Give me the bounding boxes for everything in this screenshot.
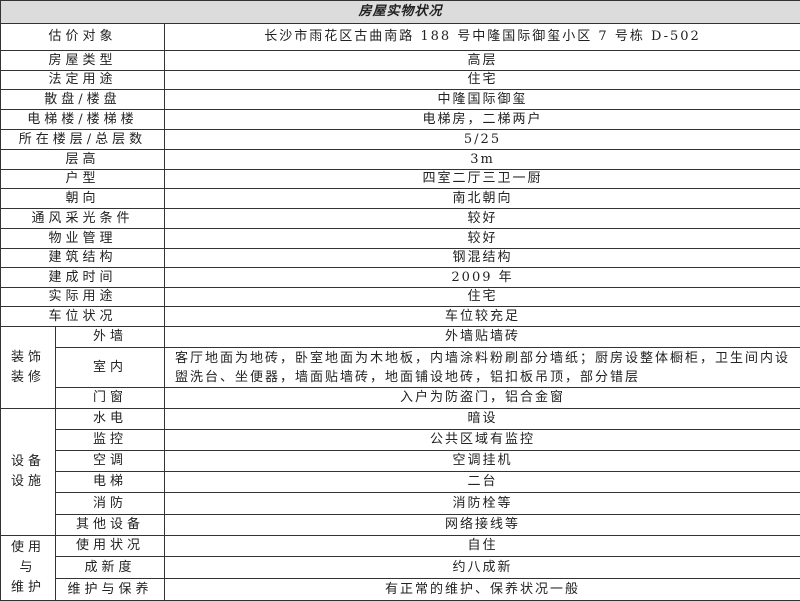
row-label: 监控 xyxy=(56,430,165,451)
table-row: 使用与维护使用与维护使用状况自住 xyxy=(1,536,800,557)
table-row: 成新度约八成新 xyxy=(1,557,800,579)
row-label: 层高 xyxy=(1,150,165,170)
row-label: 室内 xyxy=(56,348,165,388)
row-value: 有正常的维护、保养状况一般 xyxy=(165,579,800,601)
row-value: 外墙贴墙砖 xyxy=(165,327,800,348)
row-label: 建筑结构 xyxy=(1,249,165,268)
row-label: 水电 xyxy=(56,409,165,430)
row-label: 其他设备 xyxy=(56,515,165,536)
table-row: 实际用途住宅 xyxy=(1,288,800,307)
table-row: 室内客厅地面为地砖，卧室地面为木地板，内墙涂料粉刷部分墙纸；厨房设整体橱柜，卫生… xyxy=(1,348,800,388)
row-label: 车位状况 xyxy=(1,307,165,327)
row-label: 朝向 xyxy=(1,189,165,209)
row-value: 暗设 xyxy=(165,409,800,430)
table-row: 装饰装修装饰装修外墙外墙贴墙砖 xyxy=(1,327,800,348)
table-row: 监控公共区域有监控 xyxy=(1,430,800,451)
row-label: 通风采光条件 xyxy=(1,209,165,229)
table-row: 其他设备网络接线等 xyxy=(1,515,800,536)
row-value: 四室二厅三卫一厨 xyxy=(165,170,800,189)
row-value: 南北朝向 xyxy=(165,189,800,209)
row-label: 使用状况 xyxy=(56,536,165,557)
table-row: 消防消防栓等 xyxy=(1,493,800,515)
row-value: 客厅地面为地砖，卧室地面为木地板，内墙涂料粉刷部分墙纸；厨房设整体橱柜，卫生间内… xyxy=(165,348,800,388)
table-row: 户型四室二厅三卫一厨 xyxy=(1,170,800,189)
table-row: 门窗入户为防盗门，铝合金窗 xyxy=(1,388,800,409)
row-value: 2009 年 xyxy=(165,268,800,288)
row-value: 车位较充足 xyxy=(165,307,800,327)
row-label: 维护与保养 xyxy=(56,579,165,601)
table-row: 房屋类型高层 xyxy=(1,51,800,71)
table-row: 设备设施设备设施水电暗设 xyxy=(1,409,800,430)
table-row: 朝向南北朝向 xyxy=(1,189,800,209)
row-label: 消防 xyxy=(56,493,165,515)
row-value: 入户为防盗门，铝合金窗 xyxy=(165,388,800,409)
table-row: 通风采光条件较好 xyxy=(1,209,800,229)
table-row: 电梯二台 xyxy=(1,472,800,493)
row-value: 二台 xyxy=(165,472,800,493)
row-value: 消防栓等 xyxy=(165,493,800,515)
row-label: 法定用途 xyxy=(1,71,165,90)
row-label: 建成时间 xyxy=(1,268,165,288)
table-row: 建筑结构钢混结构 xyxy=(1,249,800,268)
table-title: 房屋实物状况 xyxy=(1,1,800,24)
table-row: 法定用途住宅 xyxy=(1,71,800,90)
row-label: 外墙 xyxy=(56,327,165,348)
row-label: 门窗 xyxy=(56,388,165,409)
group-label-usage: 使用与维护使用与维护 xyxy=(1,536,56,601)
row-value: 空调挂机 xyxy=(165,451,800,472)
row-label: 物业管理 xyxy=(1,229,165,249)
row-value: 钢混结构 xyxy=(165,249,800,268)
row-label: 空调 xyxy=(56,451,165,472)
row-label: 户型 xyxy=(1,170,165,189)
row-value: 网络接线等 xyxy=(165,515,800,536)
row-value: 较好 xyxy=(165,229,800,249)
table-row: 维护与保养有正常的维护、保养状况一般 xyxy=(1,579,800,601)
row-value: 住宅 xyxy=(165,288,800,307)
row-value: 电梯房，二梯两户 xyxy=(165,110,800,130)
row-value: 中隆国际御玺 xyxy=(165,90,800,110)
row-value: 住宅 xyxy=(165,71,800,90)
table-row: 电梯楼/楼梯楼电梯房，二梯两户 xyxy=(1,110,800,130)
row-label: 房屋类型 xyxy=(1,51,165,71)
row-value: 高层 xyxy=(165,51,800,71)
row-label: 估价对象 xyxy=(1,24,165,51)
row-value: 自住 xyxy=(165,536,800,557)
row-value: 较好 xyxy=(165,209,800,229)
row-value: 长沙市雨花区古曲南路 188 号中隆国际御玺小区 7 号栋 D-502 xyxy=(165,24,800,51)
row-label: 电梯楼/楼梯楼 xyxy=(1,110,165,130)
row-label: 成新度 xyxy=(56,557,165,579)
row-label: 实际用途 xyxy=(1,288,165,307)
row-value: 公共区域有监控 xyxy=(165,430,800,451)
row-value: 约八成新 xyxy=(165,557,800,579)
row-value: 5/25 xyxy=(165,130,800,150)
row-value: 3m xyxy=(165,150,800,170)
group-label-equipment: 设备设施设备设施 xyxy=(1,409,56,536)
row-label: 电梯 xyxy=(56,472,165,493)
table-row: 车位状况车位较充足 xyxy=(1,307,800,327)
table-row: 空调空调挂机 xyxy=(1,451,800,472)
table-row: 物业管理较好 xyxy=(1,229,800,249)
row-label: 所在楼层/总层数 xyxy=(1,130,165,150)
table-row: 估价对象长沙市雨花区古曲南路 188 号中隆国际御玺小区 7 号栋 D-502 xyxy=(1,24,800,51)
table-row: 散盘/楼盘中隆国际御玺 xyxy=(1,90,800,110)
row-label: 散盘/楼盘 xyxy=(1,90,165,110)
group-label-decoration: 装饰装修装饰装修 xyxy=(1,327,56,409)
